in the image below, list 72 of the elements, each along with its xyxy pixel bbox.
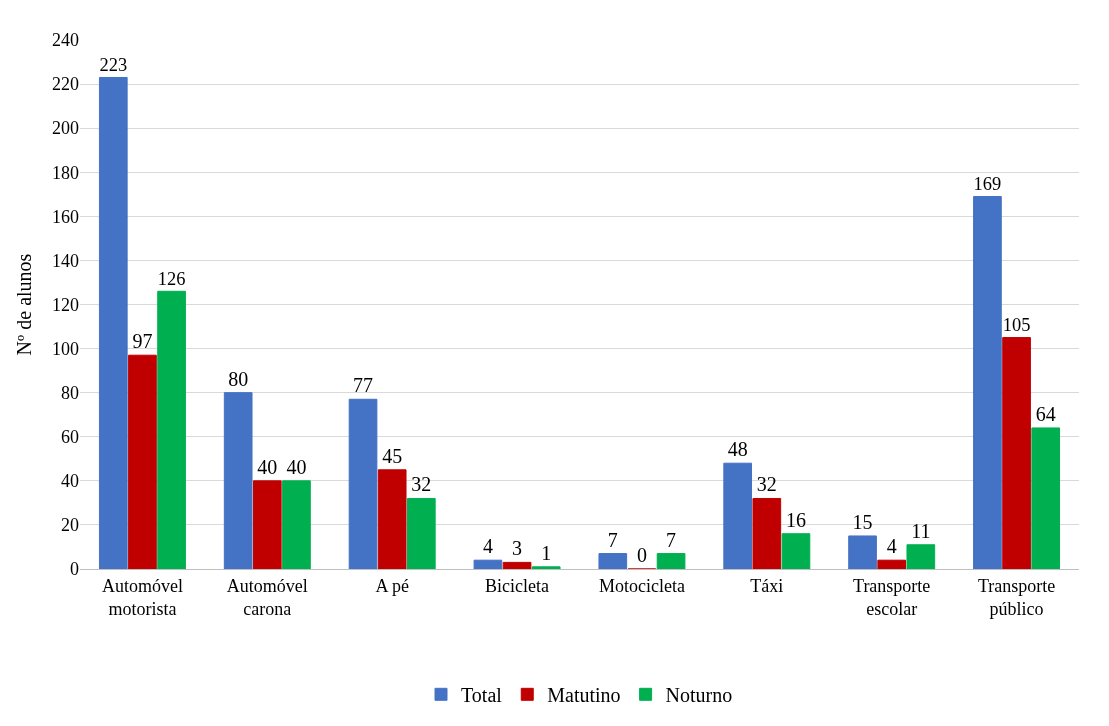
data-label: 7 — [666, 528, 677, 551]
data-label: 7 — [607, 528, 618, 551]
data-label: 3 — [512, 537, 523, 560]
data-label: 40 — [257, 455, 278, 478]
bar — [1031, 427, 1061, 569]
bar — [656, 553, 686, 569]
data-label: 45 — [382, 444, 403, 467]
data-label: 40 — [286, 455, 307, 478]
y-tick-label: 80 — [61, 382, 79, 403]
x-tick-label: Transporte escolar — [853, 575, 931, 619]
y-tick-label: 160 — [52, 206, 79, 227]
y-tick-label: 240 — [52, 30, 79, 51]
y-tick-label: 0 — [70, 559, 79, 580]
data-label: 105 — [1002, 314, 1031, 335]
bar — [348, 398, 378, 569]
legend-label: Noturno — [665, 684, 733, 707]
data-label: 64 — [1035, 402, 1056, 425]
legend-label: Total — [461, 684, 503, 707]
y-tick-label: 120 — [52, 294, 79, 315]
data-label: 223 — [99, 54, 128, 75]
data-label: 11 — [911, 519, 931, 542]
bar — [223, 392, 253, 569]
bar — [906, 544, 936, 569]
bar — [98, 76, 128, 569]
bar — [531, 566, 561, 569]
data-label: 126 — [157, 268, 186, 289]
data-label: 16 — [785, 508, 806, 531]
bar — [377, 469, 407, 569]
y-axis-title: Nº de alunos — [12, 253, 35, 356]
x-tick-label: Automóvel motorista — [101, 575, 183, 619]
bar — [252, 480, 282, 569]
x-tick-label: A pé — [375, 575, 409, 596]
data-label: 4 — [482, 535, 493, 558]
bar — [473, 559, 503, 569]
x-tick-label: Automóvel carona — [226, 575, 308, 619]
y-tick-label: 220 — [52, 74, 79, 95]
x-tick-label: Transporte público — [977, 575, 1056, 619]
bar — [781, 533, 811, 569]
bar — [752, 497, 782, 569]
data-label: 97 — [132, 330, 153, 353]
bar — [282, 480, 311, 569]
bar — [598, 553, 628, 569]
data-label: 77 — [353, 374, 374, 397]
y-tick-label: 200 — [52, 118, 79, 139]
data-label: 1 — [541, 541, 552, 564]
x-tick-label: Táxi — [750, 575, 784, 596]
data-label: 32 — [411, 473, 432, 496]
data-label: 169 — [973, 173, 1002, 194]
y-tick-label: 100 — [52, 338, 79, 359]
bar — [406, 497, 436, 569]
data-label: 4 — [886, 535, 897, 558]
bar — [848, 535, 877, 569]
data-label: 32 — [756, 473, 777, 496]
bar — [1002, 337, 1031, 569]
data-label: 80 — [228, 367, 249, 390]
data-label: 15 — [852, 510, 873, 533]
y-tick-label: 180 — [52, 162, 79, 183]
x-tick-label: Motocicleta — [598, 575, 685, 596]
bar — [128, 354, 157, 569]
y-tick-label: 40 — [61, 471, 79, 492]
bar — [877, 559, 907, 569]
legend-label: Matutino — [547, 684, 621, 707]
bar — [157, 290, 186, 569]
data-label: 48 — [727, 438, 748, 461]
y-tick-label: 140 — [52, 250, 79, 271]
bar — [723, 462, 753, 569]
y-tick-label: 60 — [61, 427, 79, 448]
data-label: 0 — [636, 544, 647, 566]
bar — [973, 196, 1002, 569]
bar — [502, 561, 532, 569]
y-tick-label: 20 — [61, 515, 79, 536]
x-tick-label: Bicicleta — [485, 575, 550, 596]
